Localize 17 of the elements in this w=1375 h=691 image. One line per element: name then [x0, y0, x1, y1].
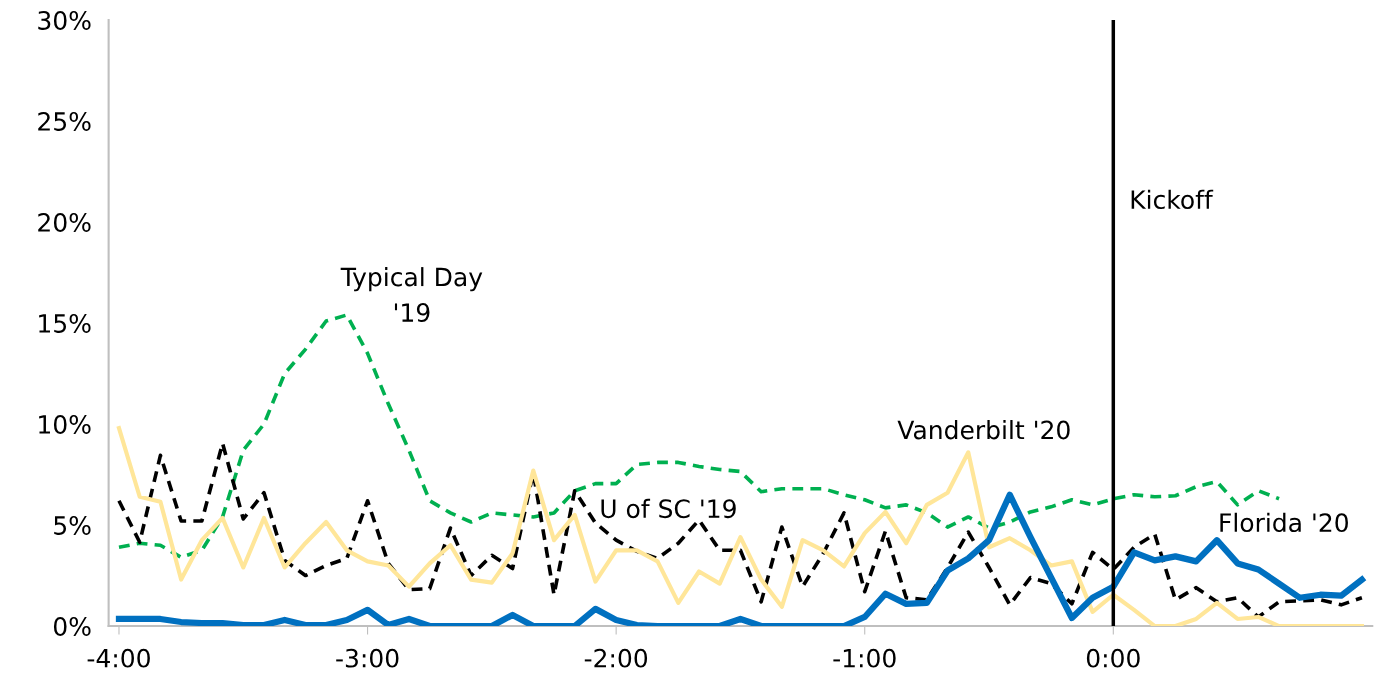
y-tick-label: 0% [53, 616, 91, 636]
x-tick-label: -1:00 [833, 648, 896, 668]
x-tick-label: -3:00 [336, 648, 399, 668]
series-label: U of SC '19 [601, 498, 736, 519]
ref-line-label: Kickoff [1131, 189, 1214, 210]
y-tick-label: 10% [39, 414, 91, 434]
series-label: Florida '20 [1220, 512, 1348, 533]
y-tick-label: 5% [54, 515, 91, 535]
x-tick-label: 0:00 [1086, 648, 1140, 668]
series-label: Vanderbilt '20 [897, 420, 1070, 440]
series-label: Typical Day '19 [340, 267, 483, 323]
x-tick-label: -2:00 [584, 648, 648, 668]
y-tick-label: 30% [38, 10, 91, 30]
y-tick-label: 15% [39, 313, 91, 333]
x-tick-label: -4:00 [87, 648, 150, 668]
y-tick-label: 25% [38, 111, 91, 131]
y-tick-label: 20% [38, 212, 91, 232]
